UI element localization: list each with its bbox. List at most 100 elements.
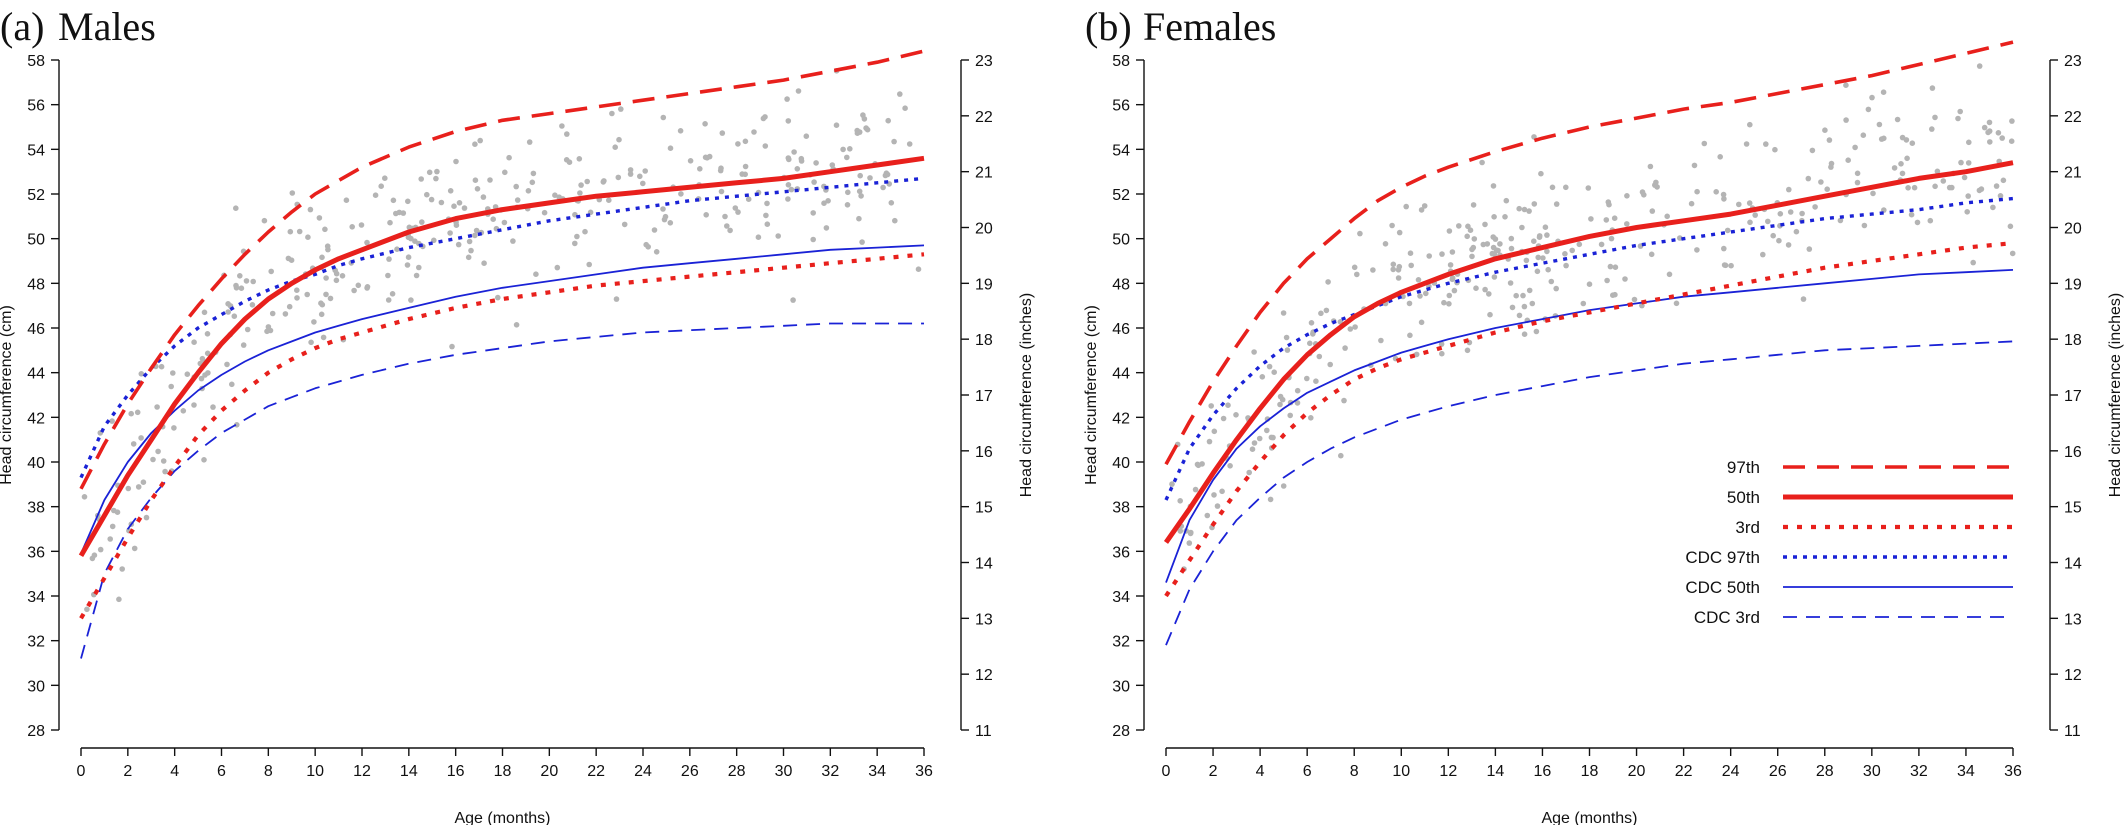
data-point bbox=[798, 155, 805, 162]
data-point bbox=[320, 334, 327, 341]
data-point bbox=[184, 371, 191, 378]
data-point bbox=[322, 226, 328, 233]
data-point bbox=[735, 141, 741, 147]
panel-title: Males bbox=[58, 4, 156, 49]
data-point bbox=[1456, 223, 1462, 229]
y-right-tick-label: 18 bbox=[2064, 332, 2082, 349]
data-point bbox=[1482, 221, 1488, 228]
data-point bbox=[609, 110, 615, 117]
observation-points bbox=[1169, 63, 2016, 572]
data-point bbox=[1785, 242, 1792, 248]
data-point bbox=[892, 217, 898, 224]
data-point bbox=[225, 301, 231, 307]
data-point bbox=[1966, 139, 1972, 146]
data-point bbox=[727, 227, 733, 234]
data-point bbox=[455, 241, 462, 248]
data-point bbox=[1211, 428, 1218, 435]
y-tick-label: 28 bbox=[1112, 723, 1130, 740]
data-point bbox=[764, 221, 771, 227]
data-point bbox=[1490, 183, 1497, 189]
data-point bbox=[1607, 263, 1614, 270]
data-point bbox=[718, 188, 725, 195]
data-point bbox=[201, 457, 207, 463]
data-point bbox=[1843, 117, 1849, 123]
data-point bbox=[1932, 183, 1938, 190]
x-tick-label: 12 bbox=[1439, 763, 1457, 780]
data-point bbox=[382, 175, 388, 181]
data-point bbox=[1965, 160, 1972, 166]
data-point bbox=[856, 188, 863, 195]
data-point bbox=[204, 350, 211, 357]
data-point bbox=[1294, 387, 1301, 394]
data-point bbox=[477, 137, 484, 144]
data-point bbox=[790, 297, 796, 303]
data-point bbox=[355, 282, 362, 289]
data-point bbox=[1793, 228, 1800, 235]
y-tick-label: 34 bbox=[27, 589, 45, 606]
data-point bbox=[880, 184, 886, 191]
x-tick-label: 6 bbox=[217, 763, 226, 780]
y-right-tick-label: 21 bbox=[975, 165, 993, 182]
series-line-cdc-97th bbox=[1164, 196, 2014, 501]
data-point bbox=[1677, 235, 1683, 241]
data-point bbox=[1531, 201, 1538, 207]
data-point bbox=[1812, 204, 1818, 210]
data-point bbox=[473, 227, 480, 234]
y-tick-label: 40 bbox=[1112, 455, 1130, 472]
data-point bbox=[803, 133, 810, 139]
data-point bbox=[1604, 277, 1610, 284]
data-point bbox=[1479, 159, 1485, 166]
data-point bbox=[323, 291, 329, 298]
data-point bbox=[244, 326, 251, 333]
data-point bbox=[612, 144, 618, 150]
data-point bbox=[318, 311, 325, 318]
data-point bbox=[1929, 126, 1935, 132]
data-point bbox=[2009, 250, 2016, 257]
data-point bbox=[294, 295, 300, 301]
data-point bbox=[844, 202, 851, 208]
data-point bbox=[642, 168, 648, 174]
x-tick-label: 0 bbox=[1162, 763, 1171, 780]
data-point bbox=[89, 555, 96, 562]
x-tick-label: 22 bbox=[1675, 763, 1693, 780]
data-point bbox=[1523, 257, 1530, 264]
data-point bbox=[447, 188, 454, 194]
data-point bbox=[1308, 415, 1314, 421]
y-right-axis-label: Head circumference (inches) bbox=[2107, 293, 2124, 498]
data-point bbox=[906, 141, 913, 147]
data-point bbox=[451, 203, 457, 209]
x-tick-label: 28 bbox=[1816, 763, 1834, 780]
data-point bbox=[1271, 369, 1277, 376]
data-point bbox=[1957, 108, 1963, 115]
legend: 97th 50th 3rd CDC 97th CDC 50th CDC 3rd bbox=[1685, 458, 2013, 627]
data-point bbox=[1280, 483, 1287, 489]
data-point bbox=[1534, 268, 1541, 275]
data-point bbox=[1439, 350, 1445, 357]
data-point bbox=[1563, 184, 1569, 191]
x-tick-label: 18 bbox=[494, 763, 512, 780]
data-point bbox=[615, 174, 622, 181]
data-point bbox=[833, 122, 840, 128]
data-point bbox=[490, 216, 497, 222]
data-point bbox=[150, 456, 156, 463]
data-point bbox=[884, 171, 891, 178]
data-point bbox=[1828, 160, 1835, 167]
data-point bbox=[1611, 215, 1618, 221]
x-axis-label: Age (months) bbox=[454, 810, 550, 825]
data-point bbox=[1347, 326, 1354, 332]
data-point bbox=[1473, 285, 1479, 292]
x-tick-label: 2 bbox=[1209, 763, 1218, 780]
data-point bbox=[1777, 211, 1784, 217]
data-point bbox=[1544, 248, 1550, 255]
data-point bbox=[1585, 185, 1592, 191]
data-point bbox=[885, 117, 891, 124]
data-point bbox=[84, 606, 90, 613]
y-right-tick-label: 16 bbox=[975, 444, 993, 461]
data-point bbox=[304, 291, 311, 298]
series-line-97th bbox=[1164, 40, 2014, 466]
data-point bbox=[563, 157, 570, 163]
data-point bbox=[339, 273, 346, 279]
data-point bbox=[240, 342, 247, 348]
data-point bbox=[660, 206, 666, 212]
data-point bbox=[1865, 106, 1872, 113]
